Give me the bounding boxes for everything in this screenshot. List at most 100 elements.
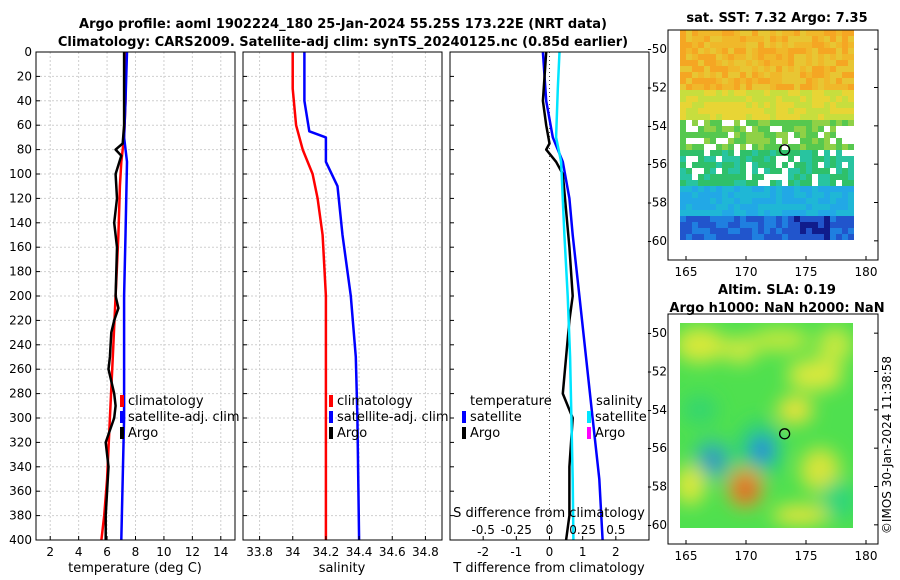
sst-cell (764, 192, 770, 198)
sst-cell (818, 156, 824, 162)
sst-cell (824, 198, 830, 204)
sst-cell (722, 54, 728, 60)
x-tick-label: 33.8 (246, 545, 273, 559)
sst-cell (788, 48, 794, 54)
sst-cell (728, 48, 734, 54)
sst-cell (686, 156, 692, 162)
sst-cell (848, 234, 854, 240)
sst-cell (842, 180, 848, 186)
sst-cell (740, 102, 746, 108)
sst-cell (704, 222, 710, 228)
sst-cell (770, 66, 776, 72)
sst-cell (740, 48, 746, 54)
sst-cell (782, 72, 788, 78)
sst-cell (734, 66, 740, 72)
sst-cell (710, 180, 716, 186)
sst-map-field (680, 30, 854, 240)
sst-cell (782, 36, 788, 42)
sst-cell (818, 48, 824, 54)
sst-cell (740, 198, 746, 204)
sst-cell (746, 192, 752, 198)
sst-cell (680, 84, 686, 90)
sst-cell (812, 90, 818, 96)
sst-cell (716, 168, 722, 174)
sst-cell (698, 84, 704, 90)
sst-cell (728, 108, 734, 114)
sst-cell (842, 72, 848, 78)
sst-cell (824, 144, 830, 150)
sst-cell (806, 72, 812, 78)
sst-cell (818, 210, 824, 216)
sst-cell (806, 96, 812, 102)
legend-swatch-satellite-adj (329, 411, 333, 423)
y-tick-label: 0 (24, 45, 32, 59)
sst-cell (806, 222, 812, 228)
sst-cell (752, 174, 758, 180)
sst-cell (788, 144, 794, 150)
sst-cell (710, 150, 716, 156)
sst-cell (836, 138, 842, 144)
sst-cell (746, 66, 752, 72)
sst-cell (740, 210, 746, 216)
sst-cell (830, 216, 836, 222)
sst-cell (770, 42, 776, 48)
legend-swatch-temp-satellite (462, 411, 466, 423)
sst-cell (824, 72, 830, 78)
sst-cell (800, 90, 806, 96)
sst-cell (710, 138, 716, 144)
sst-cell (692, 174, 698, 180)
sst-cell (824, 66, 830, 72)
sst-cell (818, 204, 824, 210)
sst-cell (734, 144, 740, 150)
sst-cell (818, 96, 824, 102)
sst-cell (728, 144, 734, 150)
footer-timestamp: ©IMOS 30-Jan-2024 11:38:58 (880, 356, 894, 534)
sst-cell (776, 150, 782, 156)
sst-cell (692, 132, 698, 138)
sst-cell (776, 54, 782, 60)
x-tick-label: 34 (285, 545, 300, 559)
sst-cell (716, 162, 722, 168)
temperature-grid (36, 51, 235, 541)
sst-cell (788, 132, 794, 138)
sst-cell (800, 66, 806, 72)
sst-cell (788, 66, 794, 72)
sst-cell (698, 174, 704, 180)
difference-ticks: -2 -1 0 1 2 -0.5 -0.25 0 0.25 0.5 (450, 51, 625, 559)
sst-cell (770, 36, 776, 42)
sst-cell (728, 54, 734, 60)
sst-cell (818, 42, 824, 48)
x-tick-label: 12 (185, 545, 200, 559)
sst-cell (836, 114, 842, 120)
sst-cell (686, 234, 692, 240)
sst-cell (842, 114, 848, 120)
sst-cell (800, 168, 806, 174)
sst-cell (698, 42, 704, 48)
x-tick-label: 10 (156, 545, 171, 559)
sst-cell (728, 168, 734, 174)
sla-map-ticks: 165 170 175 180 -50 -52 -54 -56 -58 -60 (647, 326, 878, 563)
sst-cell (818, 72, 824, 78)
sst-cell (746, 138, 752, 144)
sst-cell (680, 90, 686, 96)
sst-cell (698, 90, 704, 96)
sst-cell (770, 144, 776, 150)
sst-cell (770, 108, 776, 114)
sst-cell (692, 96, 698, 102)
sst-cell (824, 42, 830, 48)
sst-cell (752, 60, 758, 66)
sst-cell (686, 144, 692, 150)
sst-cell (764, 210, 770, 216)
sst-cell (800, 30, 806, 36)
sst-cell (746, 42, 752, 48)
sst-cell (698, 144, 704, 150)
sst-cell (734, 198, 740, 204)
sst-cell (818, 228, 824, 234)
sst-cell (842, 144, 848, 150)
sst-cell (752, 66, 758, 72)
sst-cell (680, 204, 686, 210)
sst-cell (776, 234, 782, 240)
sst-cell (824, 54, 830, 60)
sst-cell (728, 42, 734, 48)
sst-cell (722, 138, 728, 144)
